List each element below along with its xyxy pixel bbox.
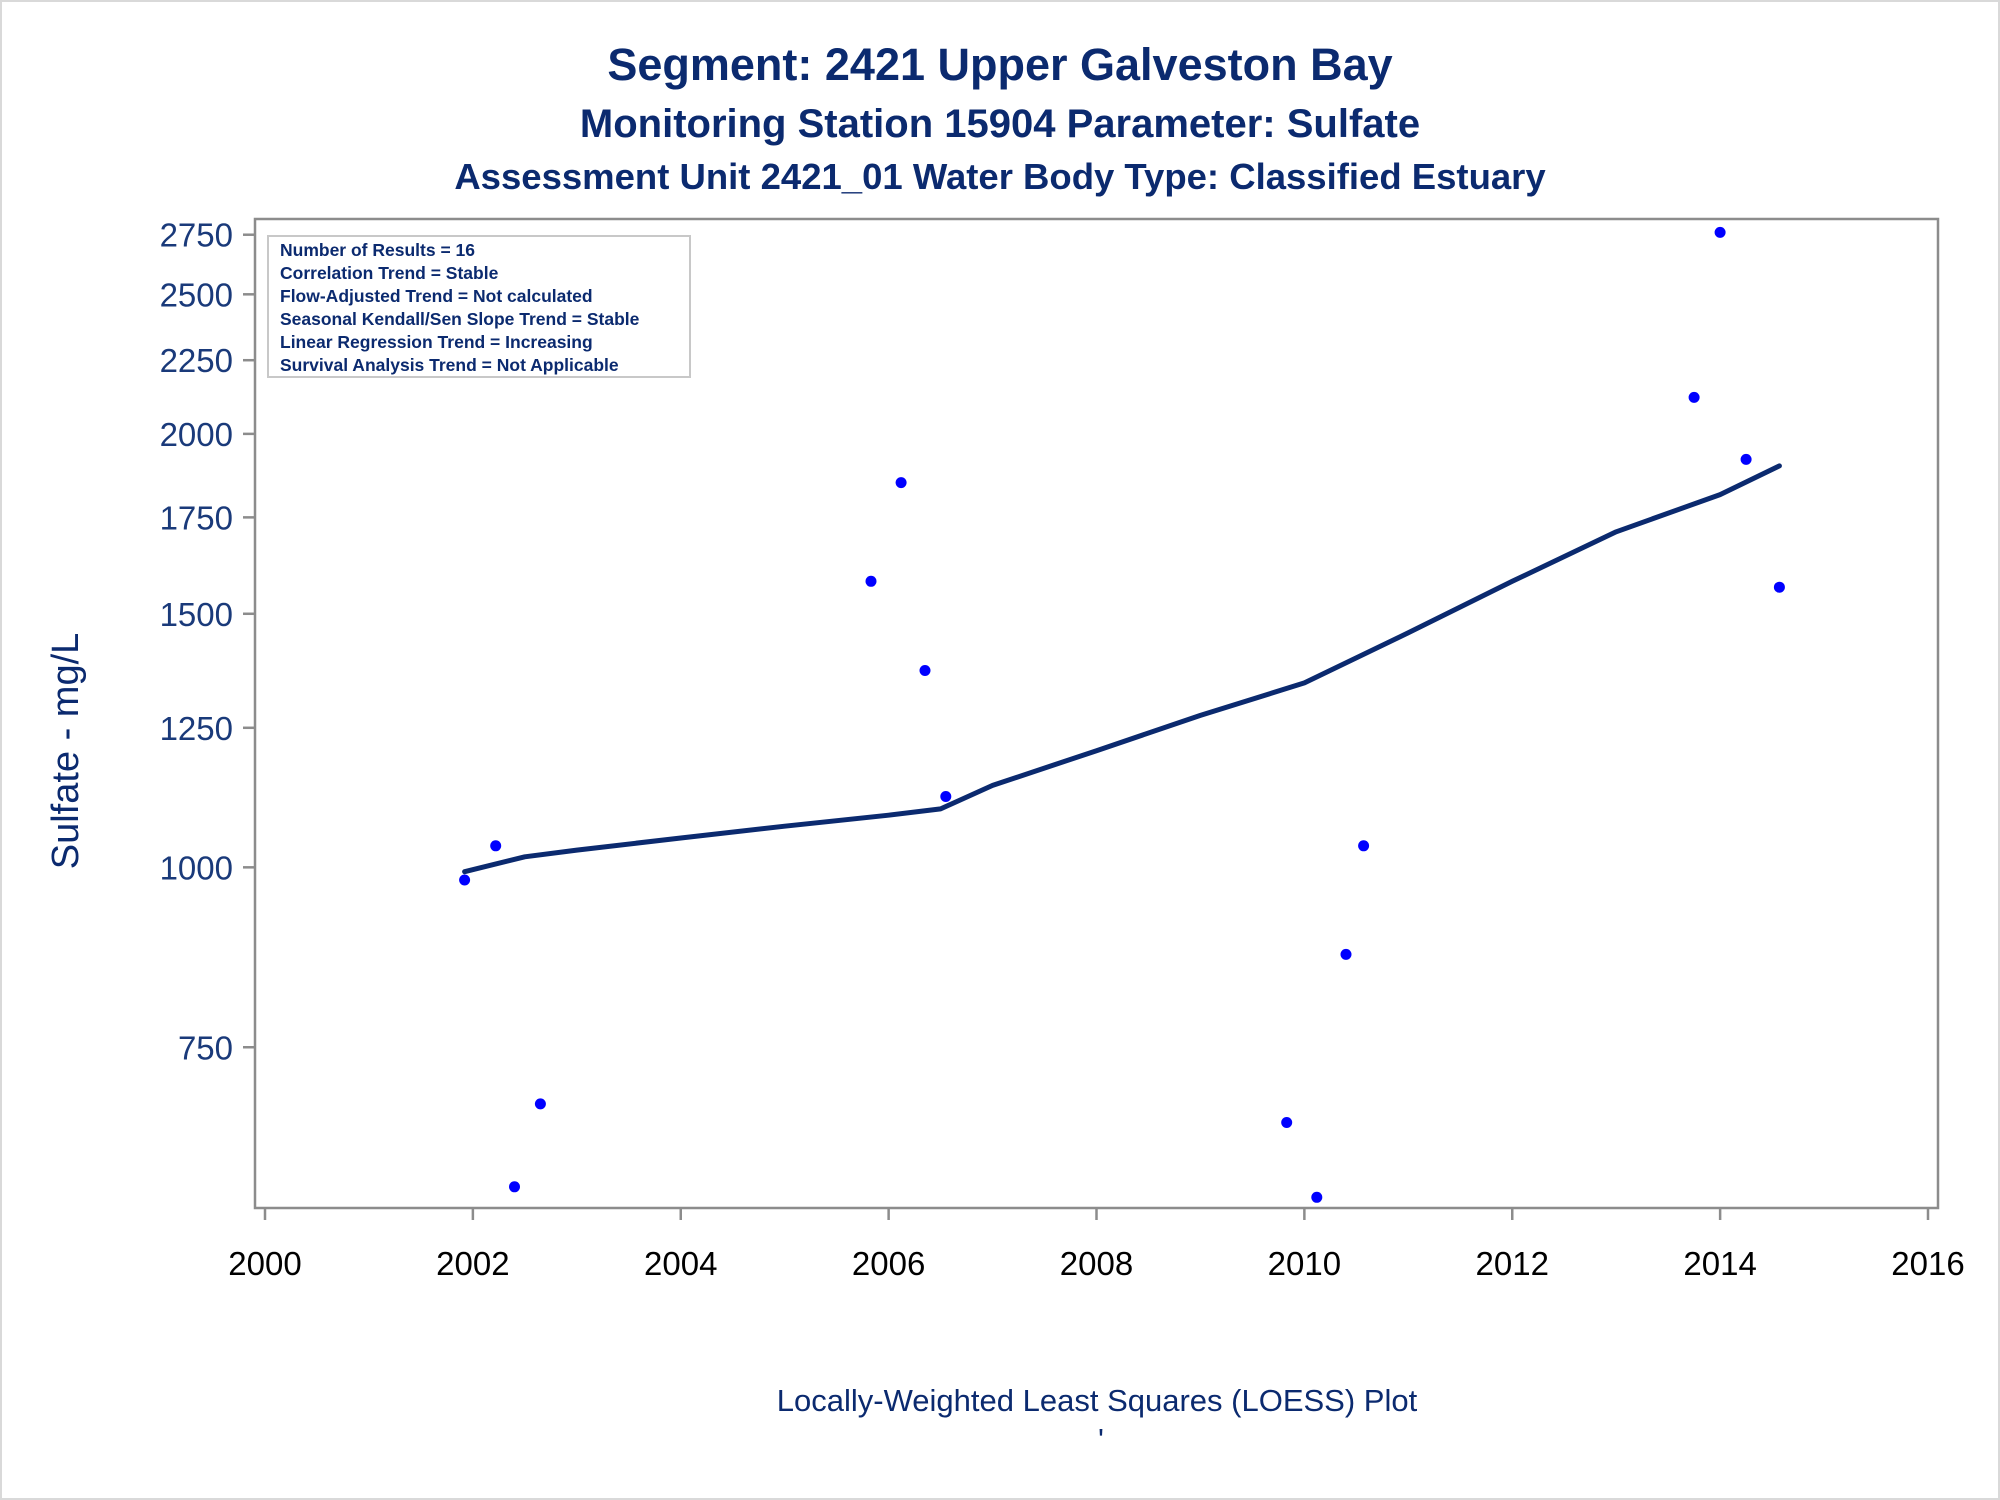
data-point [1773,581,1785,593]
x-tick-label: 2004 [644,1245,717,1282]
data-point [940,791,952,802]
y-tick-label: 1000 [160,849,233,886]
y-tick-label: 2500 [160,276,233,313]
x-tick-label: 2008 [1060,1245,1133,1282]
x-tick-label: 2000 [228,1245,301,1282]
data-point [1714,226,1726,238]
y-tick-label: 750 [178,1029,233,1066]
data-point [1281,1117,1293,1128]
chart-subtitle: Monitoring Station 15904 Parameter: Sulf… [580,102,1420,146]
x-tick-label: 2010 [1268,1245,1341,1282]
y-axis: 750 1000 1250 1500 1750 2000 2250 2500 2750 [160,217,255,1066]
data-point [1340,948,1352,960]
y-tick-label: 2750 [160,217,233,254]
info-line-survival-analysis: Survival Analysis Trend = Not Applicable [280,355,619,375]
data-point [509,1181,520,1193]
data-point [919,665,931,676]
data-point [534,1098,546,1110]
points-layer [459,226,1785,1203]
loess-layer [462,463,1782,875]
info-line-flow-adjusted: Flow-Adjusted Trend = Not calculated [280,286,593,306]
data-point [1358,840,1370,852]
x-tick-label: 2002 [436,1245,509,1282]
info-box-frame [267,235,691,378]
data-point [1311,1191,1323,1203]
x-tick-label: 2016 [1891,1245,1964,1282]
x-tick-label: 2014 [1683,1245,1756,1282]
data-point [1688,391,1700,403]
data-point [865,575,877,587]
chart-subtitle-2: Assessment Unit 2421_01 Water Body Type:… [454,156,1546,197]
data-point [490,840,502,852]
y-tick-label: 1750 [160,499,233,536]
y-tick-label: 1250 [160,710,233,747]
x-axis: 2000 2002 2004 2006 2008 2010 2012 2014 2016 [228,1208,1965,1282]
data-point [1740,453,1752,465]
info-line-seasonal-kendall: Seasonal Kendall/Sen Slope Trend = Stabl… [280,309,640,329]
y-tick-label: 1500 [160,596,233,633]
data-point [895,477,907,489]
info-box: Number of Results = 16 Correlation Trend… [267,235,691,378]
loess-curve [462,463,1782,875]
info-line-results: Number of Results = 16 [280,240,475,260]
y-tick-label: 2000 [160,416,233,453]
x-tick-label: 2006 [852,1245,925,1282]
info-line-linear-regression: Linear Regression Trend = Increasing [280,332,593,352]
data-point [459,874,471,886]
chart-title: Segment: 2421 Upper Galveston Bay [607,39,1392,90]
y-tick-label: 2250 [160,342,233,379]
y-axis-label: Sulfate - mg/L [45,633,87,870]
x-tick-label: 2012 [1476,1245,1549,1282]
footer-mark: ' [1098,1422,1104,1457]
footer-caption: Locally-Weighted Least Squares (LOESS) P… [777,1383,1418,1418]
info-line-correlation: Correlation Trend = Stable [280,263,499,283]
